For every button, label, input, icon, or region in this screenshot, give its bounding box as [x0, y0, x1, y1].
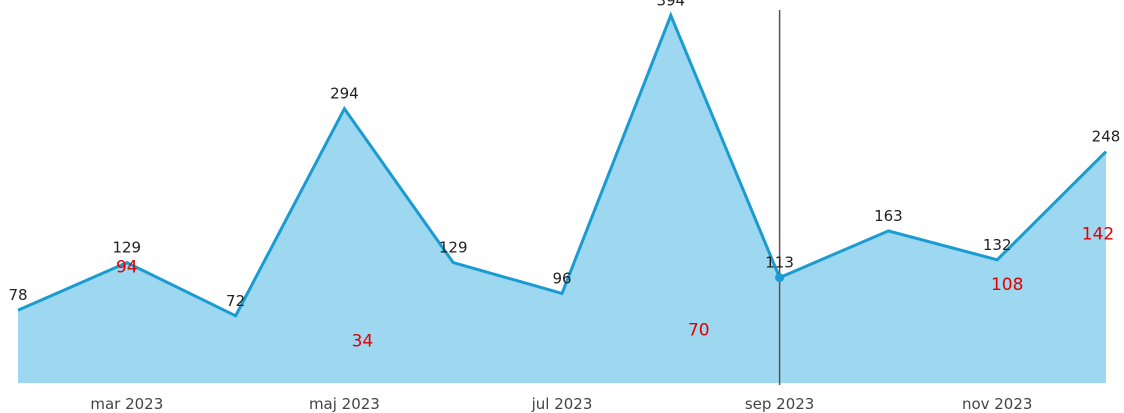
data-label: 129	[112, 239, 141, 257]
annotation-label: 34	[352, 332, 374, 352]
x-tick-label: sep 2023	[745, 395, 815, 413]
data-label: 113	[765, 254, 794, 272]
x-tick-label: nov 2023	[962, 395, 1033, 413]
data-label: 129	[439, 239, 468, 257]
plot-area: 78 129 72 294 129 96 394 113 163 132 248 94 34 70 108 1…	[8, 0, 1120, 413]
annotation-label: 142	[1082, 225, 1114, 245]
data-label: 78	[8, 286, 27, 304]
area-fill	[18, 15, 1106, 384]
data-label: 394	[656, 0, 685, 9]
x-tick-label: jul 2023	[531, 395, 593, 413]
annotation-label: 94	[116, 258, 138, 278]
annotation-label: 70	[688, 320, 710, 340]
x-tick-label: mar 2023	[90, 395, 163, 413]
data-label: 294	[330, 85, 359, 103]
data-label: 248	[1092, 128, 1121, 146]
series-line	[17, 11, 1108, 318]
data-label: 163	[874, 207, 903, 225]
data-label: 132	[983, 236, 1012, 254]
highlight-point[interactable]	[775, 273, 785, 283]
x-tick-label: maj 2023	[309, 395, 380, 413]
annotation-label: 108	[991, 275, 1023, 295]
data-label: 96	[552, 269, 571, 287]
data-label: 72	[226, 292, 245, 310]
